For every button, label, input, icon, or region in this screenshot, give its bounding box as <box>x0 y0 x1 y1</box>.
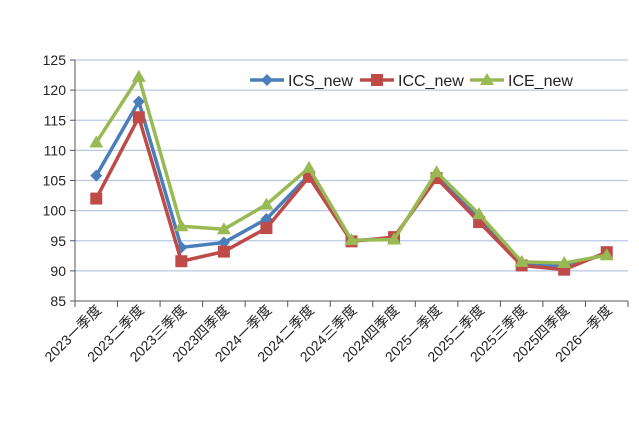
legend-marker <box>261 74 273 86</box>
y-tick-label: 100 <box>43 203 67 219</box>
y-tick-label: 115 <box>44 112 67 128</box>
legend-item: ICS_new <box>250 73 353 90</box>
y-tick-label: 85 <box>50 293 66 309</box>
data-point <box>344 233 359 246</box>
data-point <box>301 160 316 173</box>
data-point <box>216 222 231 235</box>
data-point <box>90 169 103 182</box>
series-ICE_new <box>89 69 614 269</box>
y-tick-label: 120 <box>43 82 67 98</box>
series-ICC_new <box>90 111 613 276</box>
legend: ICS_new ICC_new ICE_new <box>250 73 573 90</box>
data-point <box>599 248 614 261</box>
legend-marker <box>480 73 494 85</box>
data-point <box>132 111 145 124</box>
y-tick-label: 90 <box>50 263 66 279</box>
series-layer <box>89 69 614 276</box>
y-tick-label: 105 <box>43 173 67 189</box>
data-point <box>89 135 104 148</box>
data-point <box>260 222 273 235</box>
legend-label: ICE_new <box>508 73 573 90</box>
legend-marker <box>371 74 383 86</box>
y-tick-label: 125 <box>43 52 67 68</box>
legend-label: ICS_new <box>288 73 353 90</box>
data-point <box>174 219 189 232</box>
y-tick-label: 95 <box>50 233 66 249</box>
legend-label: ICC_new <box>398 73 464 90</box>
data-point <box>429 165 444 178</box>
data-point <box>259 197 274 210</box>
y-tick-label: 110 <box>44 142 67 158</box>
data-point <box>217 236 230 249</box>
data-point <box>175 255 188 268</box>
data-point <box>514 254 529 267</box>
data-point <box>387 232 402 245</box>
data-point <box>472 207 487 220</box>
data-point <box>217 245 230 258</box>
legend-item: ICE_new <box>470 73 573 90</box>
data-point <box>557 256 572 269</box>
data-point <box>131 69 146 82</box>
data-point <box>132 95 145 108</box>
legend-item: ICC_new <box>360 73 464 90</box>
data-point <box>90 192 103 205</box>
